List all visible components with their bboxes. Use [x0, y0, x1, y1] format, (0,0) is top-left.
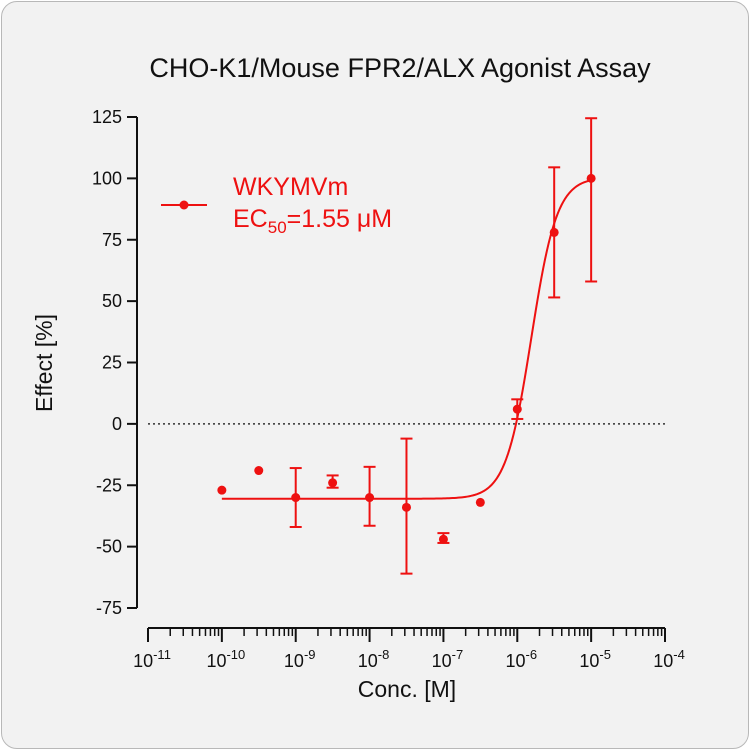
x-tick-label-exponent: -9: [304, 647, 316, 662]
y-tick-label: 0: [112, 414, 122, 434]
x-tick-label-base: 10: [284, 651, 304, 671]
data-point: [217, 485, 227, 495]
y-tick-label: -50: [96, 537, 122, 557]
x-tick-label-base: 10: [358, 651, 378, 671]
chart-title: CHO-K1/Mouse FPR2/ALX Agonist Assay: [149, 53, 651, 83]
legend-ec50-subscript: 50: [268, 218, 287, 237]
y-tick-label: 50: [102, 291, 122, 311]
legend-ec50: EC50=1.55 μM: [233, 205, 392, 237]
x-tick-label-base: 10: [653, 651, 673, 671]
y-tick-label: -75: [96, 598, 122, 618]
x-tick-label-base: 10: [432, 651, 452, 671]
legend-ec50-prefix: EC: [233, 205, 268, 233]
y-tick-label: 75: [102, 230, 122, 250]
x-tick-label-exponent: -10: [226, 647, 245, 662]
data-point: [549, 227, 559, 237]
x-tick-label-exponent: -5: [599, 647, 611, 662]
y-tick-label: 25: [102, 353, 122, 373]
x-tick-label: 10-8: [358, 647, 390, 671]
data-point: [328, 478, 338, 488]
x-tick-label-exponent: -7: [452, 647, 464, 662]
x-tick-label-exponent: -4: [673, 647, 685, 662]
x-tick-label-base: 10: [505, 651, 525, 671]
x-tick-label-exponent: -11: [153, 647, 171, 662]
legend-series-name: WKYMVm: [233, 173, 348, 201]
x-tick-label-base: 10: [206, 651, 226, 671]
x-tick-label: 10-9: [284, 647, 316, 671]
y-tick-label: -25: [96, 475, 122, 495]
data-point: [365, 493, 375, 503]
y-tick-label: 100: [92, 168, 122, 188]
data-point: [401, 502, 411, 512]
x-tick-label: 10-11: [133, 647, 171, 671]
data-point: [586, 173, 596, 183]
x-tick-label: 10-6: [505, 647, 537, 671]
x-axis-label: Conc. [M]: [358, 676, 456, 702]
legend-marker: [179, 200, 189, 210]
y-axis-label: Effect [%]: [31, 314, 57, 412]
data-point: [291, 493, 301, 503]
data-point: [512, 404, 522, 414]
x-tick-label-base: 10: [579, 651, 599, 671]
x-tick-label: 10-7: [432, 647, 464, 671]
legend-ec50-suffix: =1.55 μM: [287, 205, 392, 233]
x-tick-label: 10-5: [579, 647, 611, 671]
data-points: [217, 173, 596, 544]
x-tick-label-base: 10: [133, 651, 153, 671]
x-tick-label-exponent: -6: [526, 647, 538, 662]
data-point: [438, 534, 448, 544]
x-tick-label: 10-10: [206, 647, 245, 671]
x-tick-label-exponent: -8: [378, 647, 390, 662]
y-tick-label: 125: [92, 107, 122, 127]
legend: WKYMVm EC50=1.55 μM: [161, 173, 392, 237]
data-point: [254, 466, 264, 476]
data-point: [475, 497, 485, 507]
x-tick-label: 10-4: [653, 647, 685, 671]
